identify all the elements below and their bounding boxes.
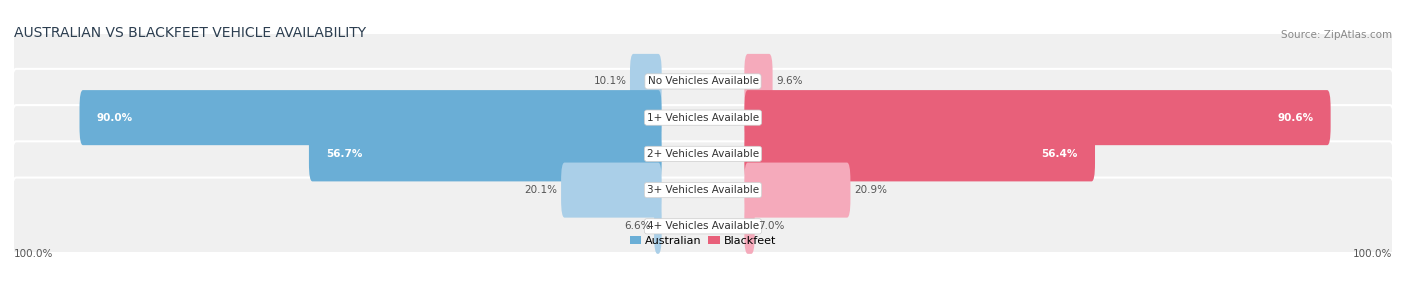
- FancyBboxPatch shape: [11, 69, 1395, 166]
- FancyBboxPatch shape: [744, 126, 1095, 181]
- Text: Source: ZipAtlas.com: Source: ZipAtlas.com: [1281, 30, 1392, 40]
- Text: 100.0%: 100.0%: [14, 249, 53, 259]
- FancyBboxPatch shape: [11, 141, 1395, 239]
- Text: 90.6%: 90.6%: [1277, 113, 1313, 123]
- Text: 100.0%: 100.0%: [1353, 249, 1392, 259]
- Legend: Australian, Blackfeet: Australian, Blackfeet: [626, 231, 780, 251]
- FancyBboxPatch shape: [11, 105, 1395, 202]
- FancyBboxPatch shape: [630, 54, 662, 109]
- Text: 1+ Vehicles Available: 1+ Vehicles Available: [647, 113, 759, 123]
- FancyBboxPatch shape: [744, 199, 755, 254]
- FancyBboxPatch shape: [744, 54, 772, 109]
- Text: 10.1%: 10.1%: [593, 76, 627, 86]
- Text: 2+ Vehicles Available: 2+ Vehicles Available: [647, 149, 759, 159]
- Text: 90.0%: 90.0%: [97, 113, 132, 123]
- FancyBboxPatch shape: [744, 90, 1330, 145]
- Text: AUSTRALIAN VS BLACKFEET VEHICLE AVAILABILITY: AUSTRALIAN VS BLACKFEET VEHICLE AVAILABI…: [14, 26, 366, 40]
- Text: No Vehicles Available: No Vehicles Available: [648, 76, 758, 86]
- FancyBboxPatch shape: [654, 199, 662, 254]
- FancyBboxPatch shape: [744, 162, 851, 218]
- Text: 56.7%: 56.7%: [326, 149, 363, 159]
- Text: 20.9%: 20.9%: [853, 185, 887, 195]
- FancyBboxPatch shape: [80, 90, 662, 145]
- Text: 9.6%: 9.6%: [776, 76, 803, 86]
- Text: 3+ Vehicles Available: 3+ Vehicles Available: [647, 185, 759, 195]
- Text: 56.4%: 56.4%: [1042, 149, 1078, 159]
- Text: 20.1%: 20.1%: [524, 185, 558, 195]
- FancyBboxPatch shape: [11, 178, 1395, 275]
- FancyBboxPatch shape: [561, 162, 662, 218]
- FancyBboxPatch shape: [309, 126, 662, 181]
- Text: 4+ Vehicles Available: 4+ Vehicles Available: [647, 221, 759, 231]
- FancyBboxPatch shape: [11, 33, 1395, 130]
- Text: 6.6%: 6.6%: [624, 221, 651, 231]
- Text: 7.0%: 7.0%: [758, 221, 785, 231]
